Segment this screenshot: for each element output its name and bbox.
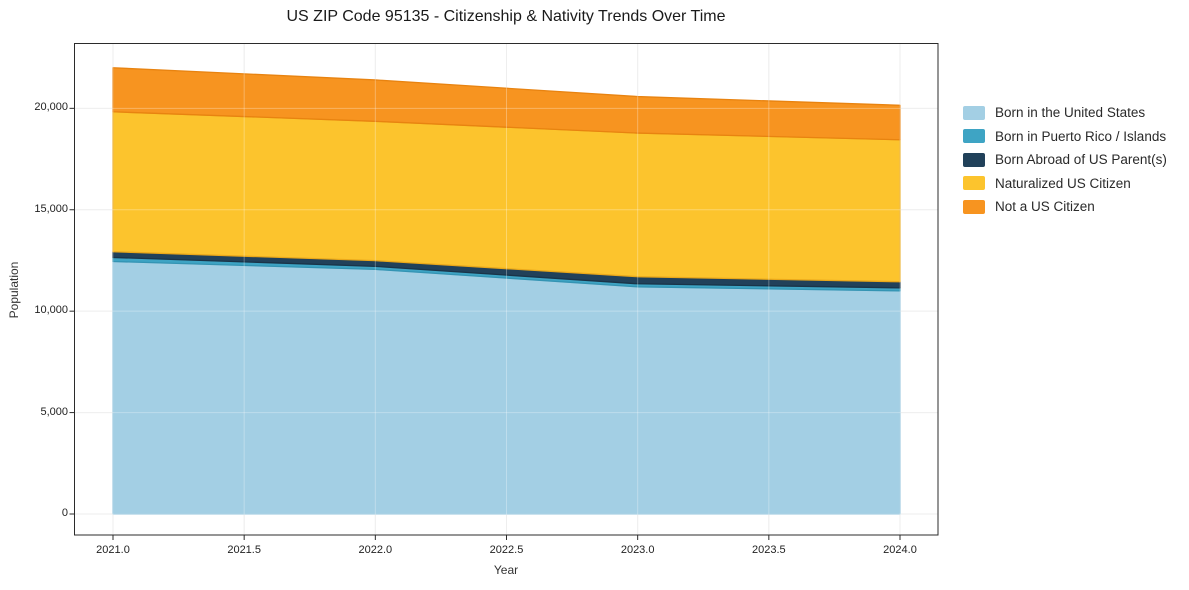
legend-swatch-icon <box>963 176 985 191</box>
legend: Born in the United States Born in Puerto … <box>963 101 1167 219</box>
x-tick-label: 2022.5 <box>489 544 524 556</box>
legend-item: Born in the United States <box>963 101 1167 125</box>
x-axis-label: Year <box>493 563 519 577</box>
legend-label: Not a US Citizen <box>995 199 1095 215</box>
legend-swatch-icon <box>963 129 985 144</box>
x-tick-label: 2023.5 <box>752 544 786 556</box>
legend-item: Born in Puerto Rico / Islands <box>963 125 1167 149</box>
x-tick-label: 2023.0 <box>620 544 655 556</box>
legend-item: Naturalized US Citizen <box>963 172 1167 196</box>
legend-item: Born Abroad of US Parent(s) <box>963 148 1167 172</box>
x-tick-label: 2021.0 <box>96 544 130 556</box>
legend-swatch-icon <box>963 152 985 167</box>
area-series <box>112 67 901 141</box>
y-tick-label: 20,000 <box>34 101 68 114</box>
x-tick-label: 2022.0 <box>358 544 393 556</box>
legend-label: Born in the United States <box>995 105 1146 121</box>
legend-item: Not a US Citizen <box>963 195 1167 219</box>
legend-swatch-icon <box>963 105 985 120</box>
legend-label: Born in Puerto Rico / Islands <box>995 128 1167 144</box>
legend-label: Born Abroad of US Parent(s) <box>995 152 1167 168</box>
y-tick-label: 5,000 <box>40 405 68 418</box>
y-tick-label: 15,000 <box>34 202 68 215</box>
chart-title: US ZIP Code 95135 - Citizenship & Nativi… <box>286 8 726 25</box>
x-tick-label: 2021.5 <box>227 544 261 556</box>
y-tick-label: 0 <box>61 507 68 519</box>
y-tick-label: 10,000 <box>34 304 68 317</box>
legend-swatch-icon <box>963 199 985 214</box>
x-tick-label: 2024.0 <box>883 544 917 556</box>
legend-label: Naturalized US Citizen <box>995 175 1131 191</box>
